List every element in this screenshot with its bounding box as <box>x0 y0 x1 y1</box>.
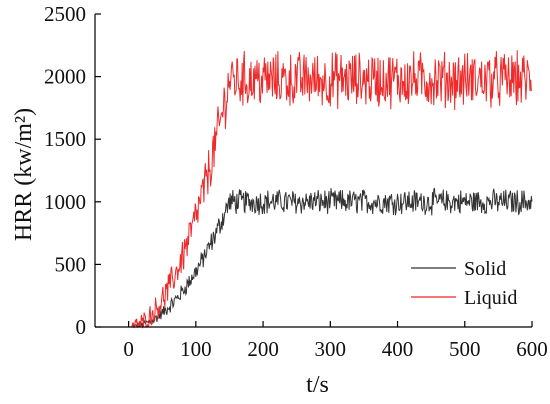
y-tick-label: 0 <box>76 315 87 339</box>
x-axis-title: t/s <box>306 372 329 398</box>
series-line-liquid <box>128 50 533 329</box>
legend-label-liquid: Liquid <box>464 287 517 309</box>
legend: Solid Liquid <box>411 258 517 309</box>
x-tick-label: 200 <box>247 337 279 361</box>
y-tick-label: 500 <box>55 252 87 276</box>
x-tick-label: 600 <box>516 337 548 361</box>
x-tick-label: 100 <box>180 337 212 361</box>
series-line-solid <box>128 187 533 329</box>
legend-label-solid: Solid <box>464 258 506 280</box>
y-tick-label: 2000 <box>44 65 86 89</box>
x-tick-label: 300 <box>315 337 347 361</box>
y-tick-label: 1000 <box>44 190 86 214</box>
x-tick-label: 400 <box>382 337 414 361</box>
y-tick-label: 2500 <box>44 2 86 26</box>
y-axis-title: HRR (kw/m²) <box>11 108 37 241</box>
x-tick-label: 0 <box>123 337 134 361</box>
y-tick-label: 1500 <box>44 127 86 151</box>
axes: 0 500 1000 1500 2000 2500 0 100 200 300 400 500 600 <box>44 2 548 361</box>
x-tick-label: 500 <box>449 337 481 361</box>
plot-area <box>128 50 533 329</box>
